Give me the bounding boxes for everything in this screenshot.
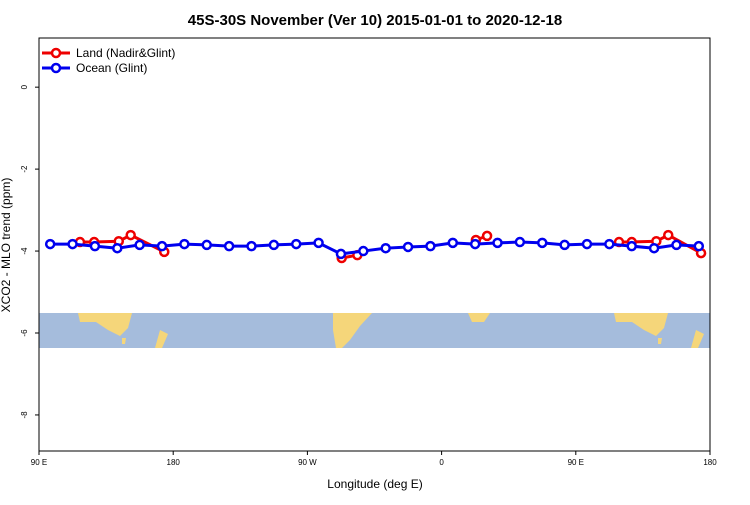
y-tick-label: -6	[20, 329, 29, 337]
plot-frame	[38, 37, 711, 452]
y-tick-label: 0	[20, 84, 29, 89]
point	[447, 237, 459, 249]
legend-label: Ocean (Glint)	[76, 61, 147, 75]
point	[662, 229, 674, 241]
point	[335, 248, 347, 260]
point	[201, 239, 212, 251]
legend-marker	[50, 62, 62, 74]
point	[626, 240, 637, 252]
point	[223, 240, 235, 252]
point	[313, 237, 324, 249]
point	[246, 240, 257, 252]
point	[559, 239, 570, 251]
legend-marker	[50, 47, 62, 59]
point	[693, 240, 705, 252]
x-tick-label: 180	[703, 458, 717, 467]
x-tick-label: 180	[167, 458, 181, 467]
point	[290, 238, 302, 250]
y-tick-label: -2	[20, 165, 29, 173]
point	[402, 241, 414, 253]
point	[671, 239, 682, 251]
x-tick-label: 0	[439, 458, 444, 467]
point	[425, 240, 436, 252]
point	[156, 240, 168, 252]
point	[179, 238, 190, 250]
y-axis-label: XCO2 - MLO trend (ppm)	[0, 178, 13, 313]
point	[648, 242, 660, 254]
point	[492, 237, 503, 249]
point	[481, 230, 493, 242]
point	[134, 239, 145, 251]
point	[537, 237, 548, 249]
legend-label: Land (Nadir&Glint)	[76, 46, 175, 60]
point	[125, 229, 136, 241]
x-tick-label: 90 E	[568, 458, 584, 467]
map-band	[39, 313, 710, 348]
point	[89, 240, 101, 252]
point	[67, 238, 78, 250]
y-tick-label: -4	[20, 247, 29, 255]
point	[581, 238, 593, 250]
x-axis-label: Longitude (deg E)	[327, 477, 422, 491]
point	[604, 238, 615, 250]
point	[380, 242, 391, 254]
point	[44, 238, 56, 250]
point	[358, 245, 369, 257]
point	[469, 238, 481, 250]
y-tick-label: -8	[20, 411, 29, 419]
point	[514, 236, 526, 248]
chart-title: 45S-30S November (Ver 10) 2015-01-01 to …	[188, 12, 562, 29]
x-tick-label: 90 E	[31, 458, 47, 467]
point	[268, 239, 280, 251]
x-tick-label: 90 W	[298, 458, 317, 467]
point	[112, 242, 123, 254]
